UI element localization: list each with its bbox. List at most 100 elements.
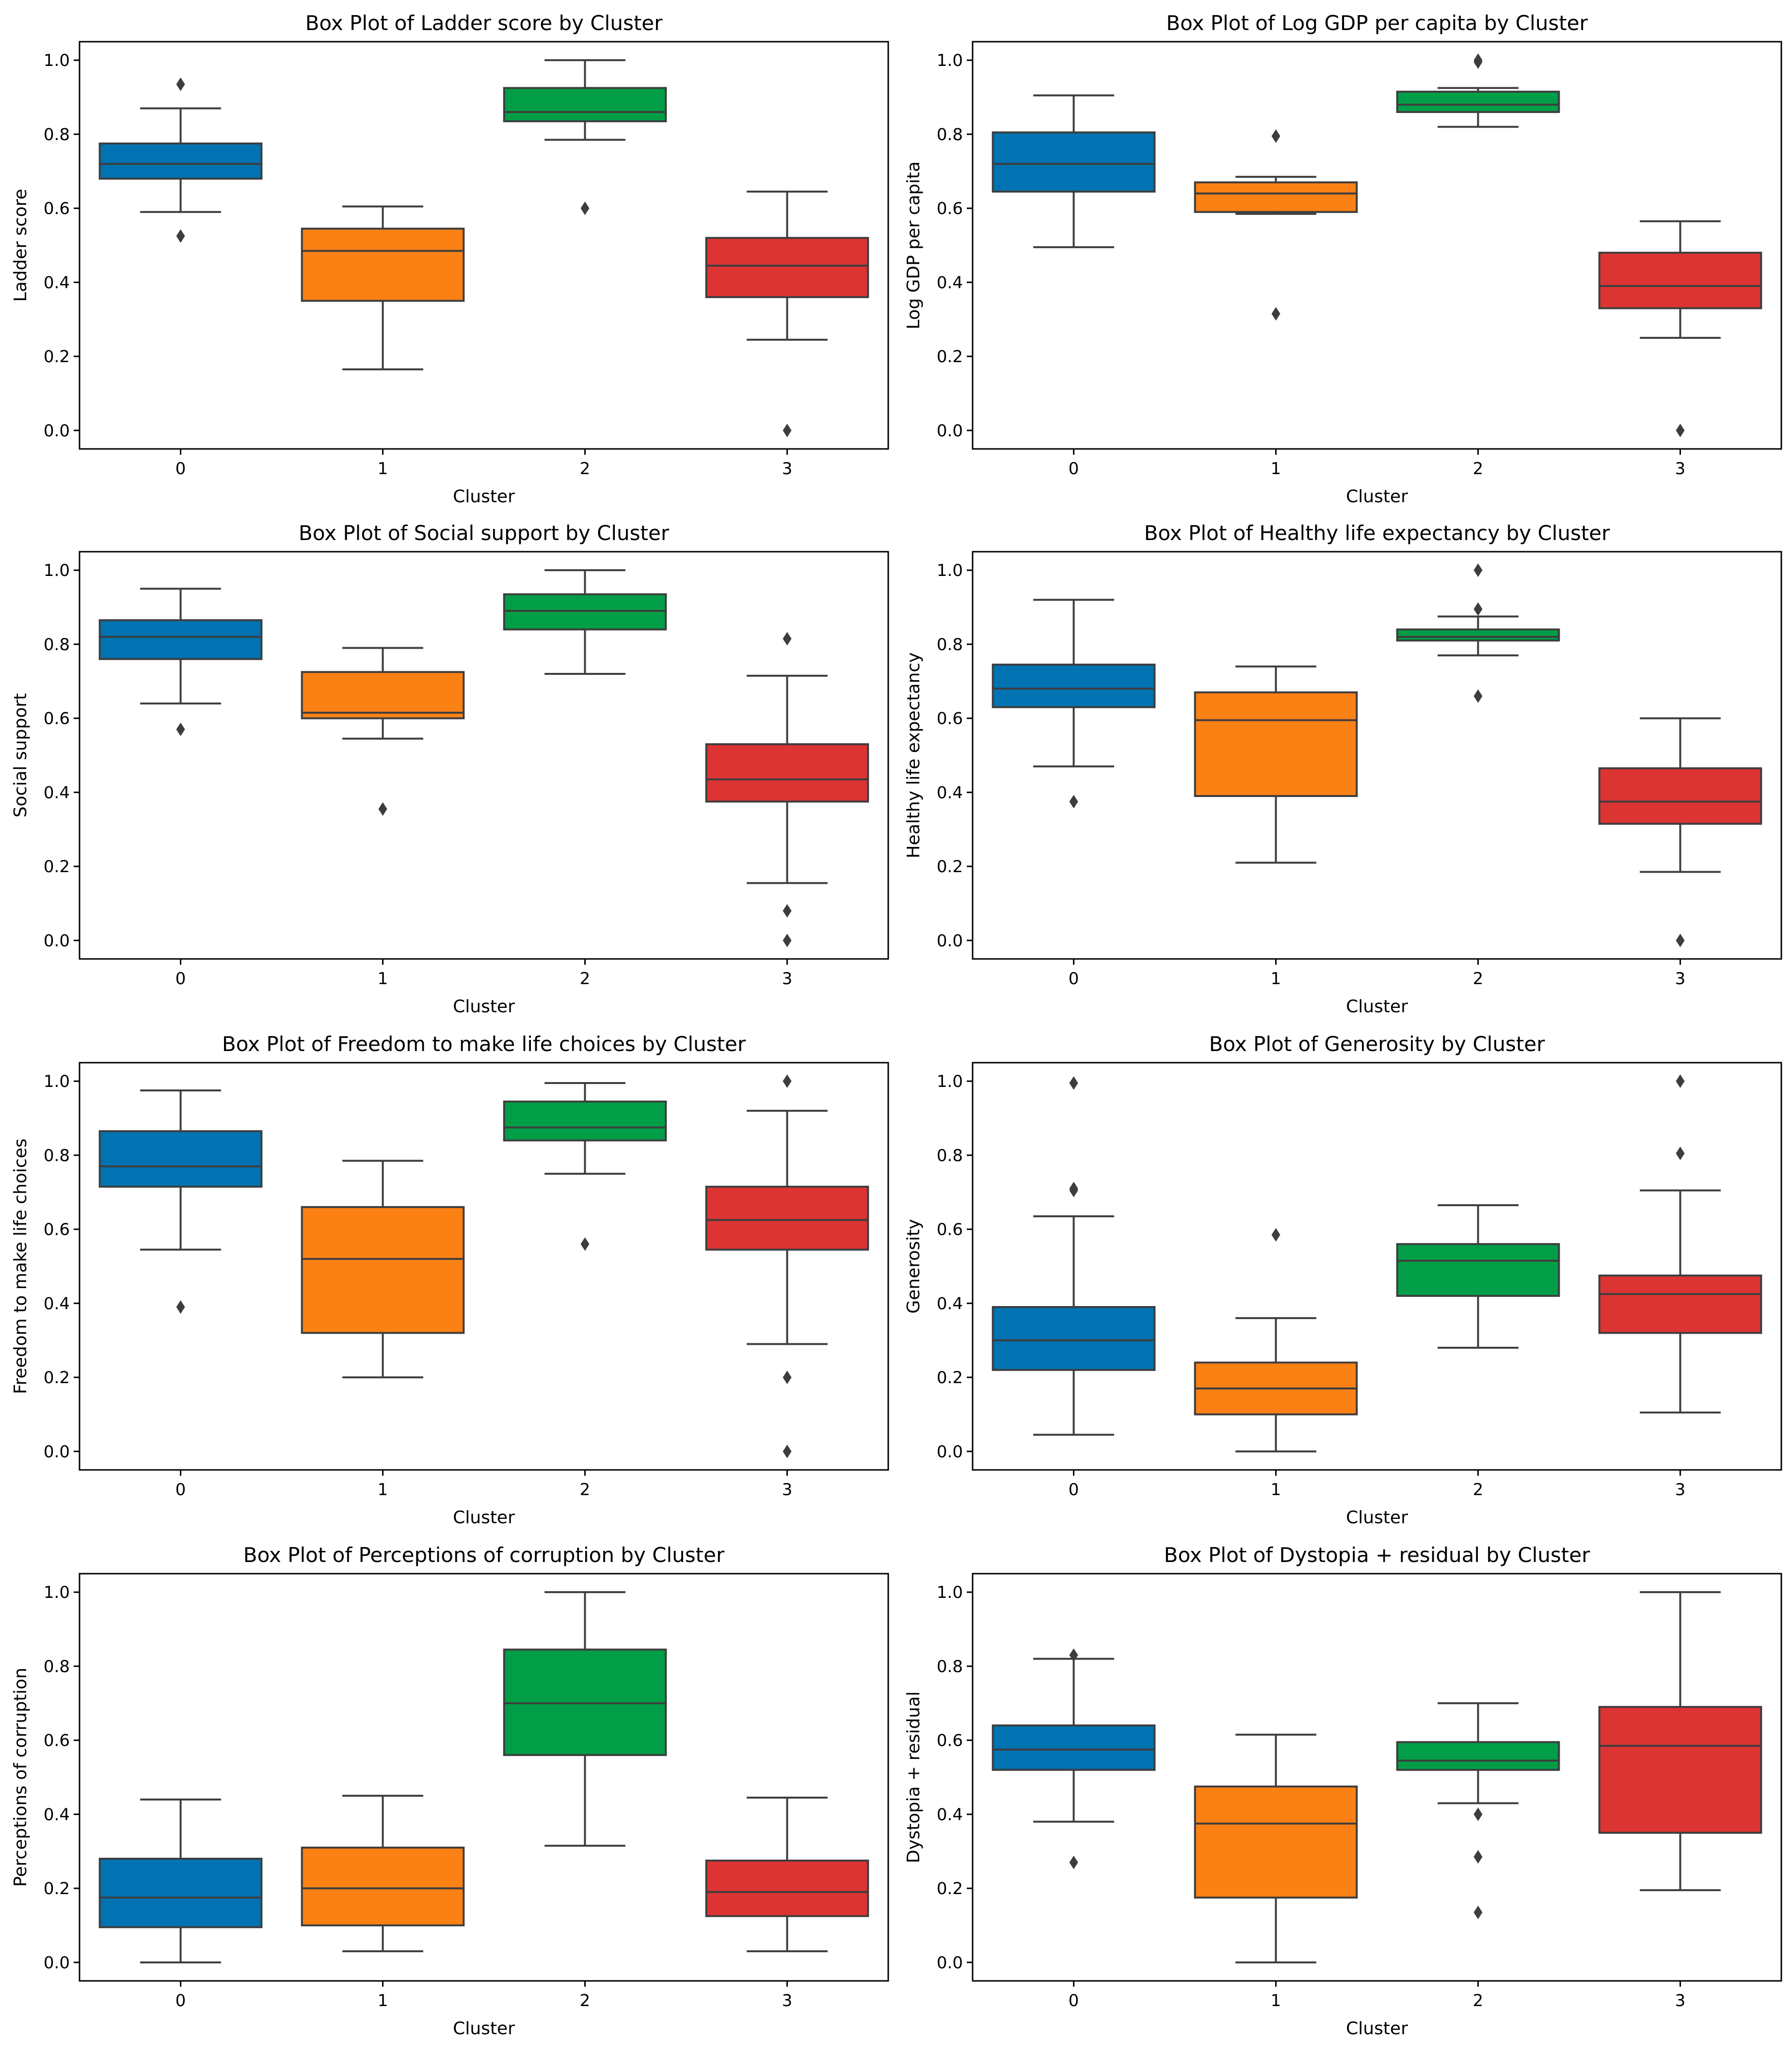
chart-title: Box Plot of Perceptions of corruption by… <box>243 1543 725 1567</box>
box-cluster-0 <box>98 588 263 736</box>
y-tick-label: 0.6 <box>937 1731 963 1751</box>
box-iqr <box>503 87 667 123</box>
box-cluster-1 <box>301 205 465 370</box>
box-cluster-0 <box>992 599 1156 809</box>
box-cluster-1 <box>301 1795 465 1952</box>
y-tick-label: 0.4 <box>937 273 963 292</box>
x-tick-label: 1 <box>1271 1991 1281 2010</box>
x-tick-label: 3 <box>1675 1991 1686 2010</box>
outlier-point <box>1069 1076 1078 1090</box>
y-axis-label: Healthy life expectancy <box>904 653 924 859</box>
box-cluster-2 <box>503 59 667 215</box>
x-tick-label: 3 <box>782 1480 793 1499</box>
x-tick-label: 3 <box>782 1991 793 2010</box>
plot-frame <box>79 551 889 960</box>
outlier-point <box>783 423 792 437</box>
box-iqr <box>1396 1741 1560 1771</box>
chart-title: Box Plot of Dystopia + residual by Clust… <box>1164 1543 1590 1567</box>
y-tick-label: 0.4 <box>44 273 70 292</box>
plot-frame <box>972 1062 1782 1471</box>
box-cluster-3 <box>1598 1591 1762 1891</box>
outlier-point <box>783 632 792 646</box>
box-iqr <box>98 1130 263 1188</box>
outlier-point <box>1271 307 1280 321</box>
y-tick-label: 0.4 <box>44 1805 70 1824</box>
chart-panel-7: Box Plot of Dystopia + residual by Clust… <box>904 1543 1782 2039</box>
y-tick-label: 0.8 <box>44 1146 70 1165</box>
chart-panel-5: Box Plot of Generosity by Cluster 0.0 0.2 0… <box>904 1032 1782 1528</box>
x-tick-label: 2 <box>1473 1991 1484 2010</box>
box-iqr <box>705 743 869 803</box>
x-tick-label: 1 <box>378 1991 388 2010</box>
box-iqr <box>1194 1786 1358 1899</box>
y-tick-label: 0.6 <box>937 709 963 729</box>
box-iqr <box>301 227 465 302</box>
box-cluster-2 <box>503 1591 667 1847</box>
y-tick-label: 0.0 <box>937 1953 963 1973</box>
box-cluster-1 <box>1194 1734 1358 1963</box>
chart-title: Box Plot of Log GDP per capita by Cluste… <box>1166 11 1588 35</box>
y-tick-label: 0.8 <box>44 1657 70 1676</box>
plot-frame <box>972 551 1782 960</box>
y-tick-label: 1.0 <box>44 51 70 70</box>
box-iqr <box>98 143 263 180</box>
y-tick-label: 0.2 <box>937 347 963 367</box>
y-axis-label: Log GDP per capita <box>904 161 924 330</box>
y-tick-label: 0.8 <box>937 125 963 144</box>
y-tick-label: 0.4 <box>937 1805 963 1824</box>
x-tick-label: 3 <box>782 459 793 478</box>
y-tick-label: 1.0 <box>937 1072 963 1091</box>
box-cluster-1 <box>1194 129 1358 321</box>
chart-panel-2: Box Plot of Social support by Cluster 0.0… <box>11 521 889 1017</box>
x-axis-label: Cluster <box>453 1508 515 1528</box>
y-tick-label: 0.4 <box>937 1294 963 1313</box>
y-axis-label: Dystopia + residual <box>904 1691 924 1864</box>
outlier-point <box>783 904 792 918</box>
outlier-point <box>176 1300 185 1314</box>
x-axis-label: Cluster <box>1346 487 1408 507</box>
y-axis-label: Social support <box>11 693 31 817</box>
x-tick-label: 0 <box>1069 1991 1079 2010</box>
x-axis-label: Cluster <box>453 487 515 507</box>
y-tick-label: 1.0 <box>937 561 963 580</box>
box-cluster-2 <box>1396 1702 1560 1919</box>
chart-title: Box Plot of Ladder score by Cluster <box>305 11 663 35</box>
outlier-point <box>378 802 387 816</box>
box-iqr <box>992 663 1156 708</box>
y-tick-label: 0.6 <box>44 1731 70 1751</box>
y-tick-label: 0.2 <box>937 1879 963 1898</box>
box-iqr <box>705 1185 869 1251</box>
box-cluster-3 <box>1598 1074 1762 1414</box>
box-iqr <box>992 1724 1156 1771</box>
outlier-point <box>1473 602 1483 616</box>
x-tick-label: 0 <box>176 969 186 989</box>
box-iqr <box>1396 628 1560 642</box>
y-tick-label: 0.2 <box>937 857 963 877</box>
x-tick-label: 2 <box>1473 969 1484 989</box>
chart-title: Box Plot of Healthy life expectancy by C… <box>1144 521 1611 545</box>
y-tick-label: 0.0 <box>44 421 70 441</box>
box-cluster-3 <box>705 1797 869 1952</box>
plot-frame <box>79 1573 889 1982</box>
outlier-point <box>1473 1807 1483 1821</box>
y-tick-label: 0.0 <box>937 421 963 441</box>
x-tick-label: 3 <box>782 969 793 989</box>
box-cluster-3 <box>705 632 869 947</box>
x-axis-label: Cluster <box>1346 1508 1408 1528</box>
box-cluster-3 <box>705 191 869 437</box>
box-iqr <box>1396 1243 1560 1297</box>
outlier-point <box>176 77 185 91</box>
y-axis-label: Ladder score <box>11 189 31 302</box>
y-tick-label: 1.0 <box>44 561 70 580</box>
outlier-point <box>1676 423 1685 437</box>
x-tick-label: 2 <box>1473 1480 1484 1499</box>
box-cluster-3 <box>1598 717 1762 947</box>
box-cluster-0 <box>992 1076 1156 1436</box>
x-tick-label: 3 <box>1675 1480 1686 1499</box>
y-tick-label: 0.4 <box>44 783 70 802</box>
outlier-point <box>1473 689 1483 703</box>
x-tick-label: 0 <box>176 459 186 478</box>
x-tick-label: 1 <box>1271 1480 1281 1499</box>
outlier-point <box>1473 1905 1483 1919</box>
